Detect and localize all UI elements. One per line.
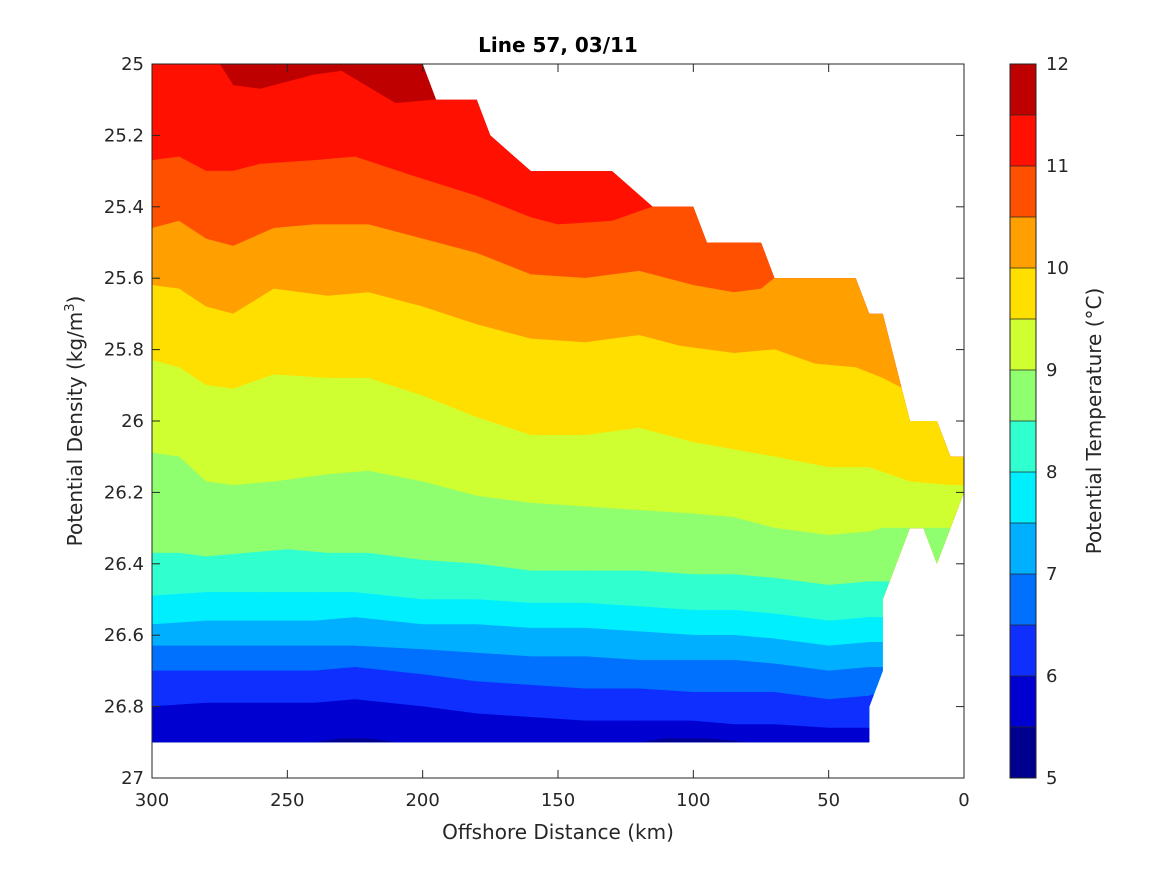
y-tick-label: 25.6	[104, 268, 144, 289]
colorbar-segment	[1010, 523, 1036, 574]
y-tick-label: 25.8	[104, 340, 144, 361]
colorbar-segment	[1010, 217, 1036, 268]
x-tick-label: 200	[405, 790, 439, 811]
x-tick-label: 150	[541, 790, 575, 811]
y-tick-label: 26.4	[104, 554, 144, 575]
y-axis: 25 25.2 25.4 25.6 25.8 26 26.2 26.4 26.6 26.8 27	[104, 54, 964, 789]
colorbar-tick-label: 11	[1046, 156, 1069, 177]
colorbar-segment	[1010, 574, 1036, 625]
y-tick-label: 26.8	[104, 697, 144, 718]
y-axis-label-main: Potential Density (kg/m	[63, 312, 87, 547]
contour-fills	[152, 64, 964, 743]
y-tick-label: 26	[121, 411, 144, 432]
x-axis: 300 250 200 150 100 50 0	[135, 64, 970, 811]
x-tick-label: 250	[270, 790, 304, 811]
y-tick-label: 26.6	[104, 625, 144, 646]
colorbar-frame	[1009, 63, 1037, 779]
colorbar-tick-label: 9	[1046, 360, 1057, 381]
colorbar-segment	[1010, 166, 1036, 217]
x-tick-label: 300	[135, 790, 169, 811]
y-tick-label: 25.4	[104, 197, 144, 218]
chart-title: Line 57, 03/11	[478, 33, 638, 57]
colorbar-segment	[1010, 421, 1036, 472]
x-axis-label: Offshore Distance (km)	[442, 820, 674, 844]
y-tick-label: 27	[121, 768, 144, 789]
colorbar-segment	[1010, 676, 1036, 727]
colorbar-segment	[1010, 370, 1036, 421]
plot-area: 300 250 200 150 100 50 0 2525.225.425.625.8262…	[104, 54, 970, 811]
colorbar-segment	[1010, 64, 1036, 115]
y-tick-label: 25.2	[104, 125, 144, 146]
y-tick-label: 26.2	[104, 482, 144, 503]
colorbar-segment	[1010, 625, 1036, 676]
x-tick-label: 0	[958, 790, 969, 811]
colorbar-tick-label: 6	[1046, 666, 1057, 687]
colorbar-segment	[1010, 472, 1036, 523]
colorbar-segment	[1010, 319, 1036, 370]
colorbar-tick-label: 7	[1046, 564, 1057, 585]
colorbar-tick-label: 5	[1046, 768, 1057, 789]
y-tick-label: 25	[121, 54, 144, 75]
colorbar-label: Potential Temperature (°C)	[1082, 288, 1106, 555]
colorbar-tick-label: 12	[1046, 54, 1069, 75]
colorbar: 5 6 7 8 9 10 11 12	[1009, 54, 1069, 789]
y-axis-label: Potential Density (kg/m3)	[63, 296, 87, 547]
y-axis-label-sup: 3	[63, 303, 78, 311]
colorbar-segment	[1010, 115, 1036, 166]
y-axis-label-close: )	[63, 296, 87, 304]
colorbar-tick-label: 8	[1046, 462, 1057, 483]
x-tick-label: 100	[676, 790, 710, 811]
colorbar-tick-label: 10	[1046, 258, 1069, 279]
colorbar-segment	[1010, 727, 1036, 778]
colorbar-segment	[1010, 268, 1036, 319]
contour-band-5-5.5	[152, 738, 964, 743]
x-tick-label: 50	[817, 790, 840, 811]
